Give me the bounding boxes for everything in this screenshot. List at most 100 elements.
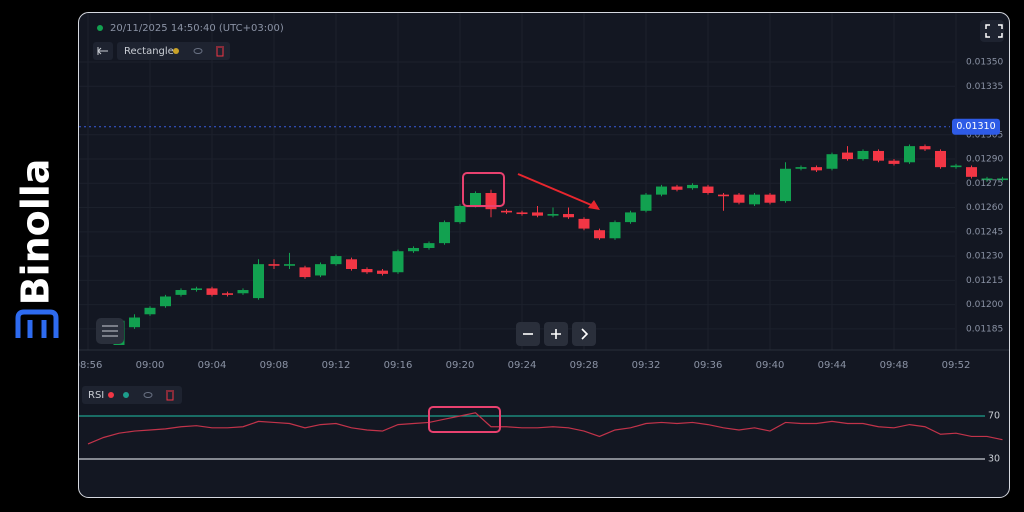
candle-body	[640, 194, 652, 211]
candle-body	[547, 214, 559, 216]
y-tick-label: 30	[988, 454, 1000, 465]
x-tick-label: 09:44	[818, 360, 847, 371]
scroll-button[interactable]	[572, 322, 596, 346]
x-tick-label: 09:04	[198, 360, 227, 371]
candle-body	[563, 214, 574, 218]
candle-body	[377, 270, 388, 274]
fullscreen-icon	[985, 24, 1003, 38]
candle-body	[129, 317, 140, 328]
settings-icon	[102, 325, 118, 337]
candle-body	[780, 168, 791, 202]
plus-icon	[551, 329, 561, 339]
candle-body	[671, 186, 683, 190]
candle-body	[625, 212, 636, 223]
candle-body	[423, 243, 435, 248]
candle-body	[702, 186, 714, 194]
candle-body	[609, 222, 621, 239]
candle-body	[764, 194, 776, 203]
rsi-line	[87, 412, 1003, 445]
fullscreen-button[interactable]	[980, 20, 1004, 42]
candle-body	[749, 194, 760, 205]
candle-body	[718, 194, 729, 197]
candle-body	[733, 194, 745, 203]
candle-body	[904, 146, 915, 163]
candle-body	[950, 165, 962, 168]
candle-body	[594, 230, 605, 239]
x-tick-label: 09:28	[570, 360, 599, 371]
x-tick-label: 09:52	[942, 360, 971, 371]
y-tick-label: 0.01200	[966, 300, 1003, 310]
candle-body	[470, 193, 481, 206]
candle-body	[687, 184, 698, 189]
x-tick-label: 09:00	[136, 360, 165, 371]
candle-body	[191, 288, 202, 291]
candle-body	[439, 222, 450, 244]
candle-body	[857, 150, 869, 160]
candle-body	[144, 307, 156, 315]
brand: Binolla	[14, 159, 58, 306]
candle-body	[222, 293, 233, 295]
x-tick-label: 09:40	[756, 360, 785, 371]
x-tick-label: 09:32	[632, 360, 661, 371]
candle-body	[888, 160, 900, 164]
x-tick-label: 09:24	[508, 360, 537, 371]
indicator-chip[interactable]	[82, 386, 182, 404]
tool-name: Rectangle	[124, 46, 174, 57]
current-price-tag	[952, 118, 1000, 135]
candle-body	[392, 251, 404, 273]
indicator-name: RSI	[88, 390, 104, 401]
y-tick-label: 0.01335	[966, 82, 1003, 92]
candle-body	[656, 186, 667, 195]
tool-color	[173, 48, 179, 54]
highlight-rectangle	[428, 406, 501, 433]
indicator-color	[108, 392, 114, 398]
chart-panel	[78, 12, 1010, 498]
candle-body	[811, 167, 822, 171]
plot-area: 08:56 09:00 09:04 09:08 09:12 09:16 09:20 09:24…	[79, 13, 1008, 460]
x-tick-label: 09:16	[384, 360, 413, 371]
candle-body	[516, 212, 528, 215]
current-price-label: 0.01310	[956, 121, 995, 132]
candle-body	[175, 290, 187, 295]
timestamp: 20/11/2025 14:50:40 (UTC+03:00)	[110, 23, 284, 34]
candle-body	[330, 256, 342, 265]
candle-body	[237, 290, 249, 294]
candle-body	[501, 210, 512, 213]
candle-body	[842, 152, 853, 160]
candle-body	[408, 247, 419, 252]
x-tick-label: 09:36	[694, 360, 723, 371]
x-tick-label: 09:20	[446, 360, 475, 371]
candle-body	[253, 264, 264, 299]
candle-body	[795, 167, 807, 169]
trash-icon[interactable]	[216, 46, 224, 57]
candle-body	[485, 193, 497, 210]
candle-body	[315, 264, 326, 276]
y-tick-label: 0.01245	[966, 227, 1003, 237]
y-tick-label: 0.01185	[966, 324, 1003, 334]
eye-icon[interactable]	[143, 392, 153, 398]
candle-body	[206, 288, 218, 295]
x-tick-label: 09:08	[260, 360, 289, 371]
candle-body	[919, 146, 931, 150]
candle-body	[361, 269, 373, 273]
candle-body	[532, 212, 543, 216]
y-tick-label: 0.01275	[966, 179, 1003, 189]
candle-body	[966, 167, 977, 177]
candle-body	[935, 150, 946, 168]
brand-logo	[15, 309, 59, 338]
collapse-icon	[97, 47, 108, 55]
candle-body	[284, 264, 295, 266]
x-tick-label: 09:12	[322, 360, 351, 371]
x-tick-label: 09:48	[880, 360, 909, 371]
candle-body	[997, 178, 1008, 181]
y-tick-label: 70	[988, 411, 1000, 422]
eye-icon[interactable]	[193, 48, 203, 54]
y-tick-label: 0.01350	[966, 58, 1003, 68]
arrowhead	[588, 200, 600, 210]
trash-icon[interactable]	[166, 390, 174, 401]
candle-body	[346, 259, 357, 270]
highlight-rectangle	[462, 172, 505, 207]
arrow	[517, 173, 597, 208]
candle-body	[299, 267, 311, 278]
